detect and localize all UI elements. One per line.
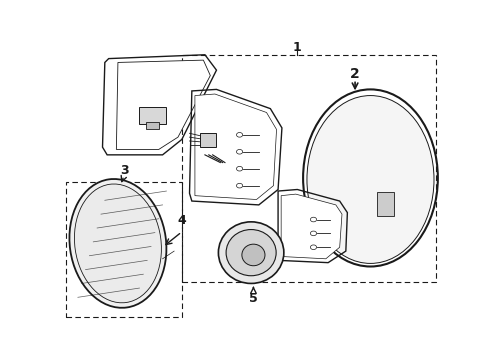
Bar: [66, 182, 182, 316]
Bar: [199, 133, 217, 147]
Text: 1: 1: [293, 41, 302, 54]
Text: 2: 2: [350, 67, 360, 81]
Ellipse shape: [307, 95, 434, 264]
Ellipse shape: [74, 184, 161, 303]
Bar: [140, 107, 167, 124]
Text: 4: 4: [177, 214, 186, 227]
Text: 5: 5: [249, 292, 258, 305]
Ellipse shape: [219, 222, 284, 283]
Bar: [182, 55, 436, 282]
Ellipse shape: [70, 179, 167, 308]
Polygon shape: [117, 60, 210, 149]
Bar: [377, 192, 393, 216]
Ellipse shape: [226, 230, 276, 276]
Polygon shape: [195, 94, 276, 199]
Ellipse shape: [242, 244, 265, 266]
Text: 3: 3: [120, 164, 128, 177]
Polygon shape: [281, 194, 342, 259]
Bar: [146, 122, 160, 130]
